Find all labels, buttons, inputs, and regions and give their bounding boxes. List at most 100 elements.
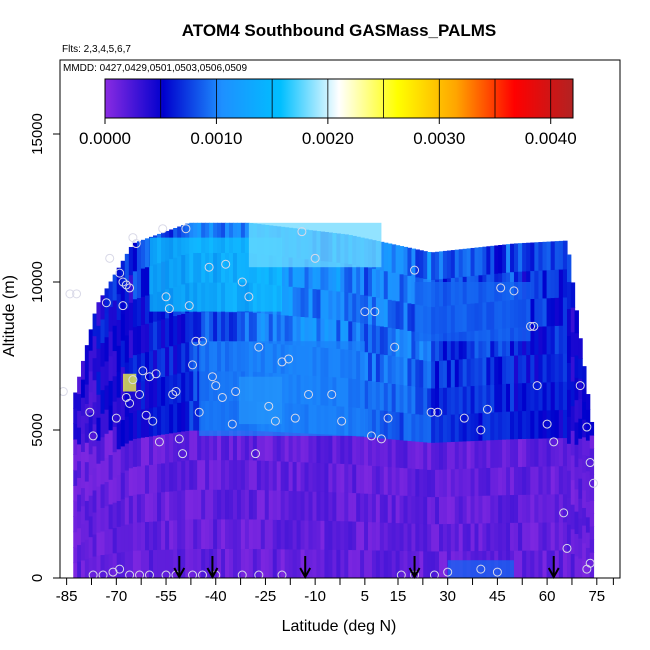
heatmap-cell [177, 490, 182, 521]
heatmap-cell [120, 287, 126, 315]
heatmap-cell [513, 438, 519, 468]
y-tick-label: 15000 [29, 113, 46, 155]
heatmap-cell [244, 311, 250, 342]
heatmap-cell [502, 439, 507, 468]
heatmap-cell [364, 266, 369, 296]
heatmap-cell [124, 253, 130, 282]
heatmap-cell [442, 332, 448, 361]
heatmap-cell [578, 378, 583, 399]
colorbar-tick-label: 0.0020 [302, 129, 354, 148]
heatmap-cell [570, 331, 576, 357]
heatmap-cell [554, 353, 560, 383]
heatmap-cell [100, 554, 106, 578]
sample-point [509, 286, 519, 296]
heatmap-cell [92, 511, 98, 535]
heatmap-cell [148, 407, 154, 437]
heatmap-cell [260, 430, 266, 461]
heatmap-cell [80, 397, 86, 416]
heatmap-cell [165, 317, 170, 348]
heatmap-cell [498, 439, 503, 468]
heatmap-cell [189, 459, 194, 490]
heatmap-cell [77, 427, 82, 445]
heatmap-cell [144, 351, 150, 381]
heatmap-cell [120, 498, 126, 526]
heatmap-cell [522, 242, 527, 272]
heatmap-cell [100, 413, 106, 438]
heatmap-cell [88, 515, 94, 538]
heatmap-cell [189, 400, 194, 431]
heatmap-cell [490, 328, 495, 358]
sample-point [101, 298, 111, 308]
heatmap-cell [407, 275, 413, 304]
heatmap-cell [100, 318, 106, 344]
heatmap-cell [435, 251, 440, 280]
heatmap-cell [550, 269, 556, 299]
heatmap-cell [185, 341, 190, 372]
sample-point [188, 570, 198, 578]
heatmap-cell [478, 522, 484, 552]
heatmap-cell [458, 468, 464, 497]
heatmap-cell [462, 468, 468, 497]
heatmap-cell [407, 522, 413, 552]
heatmap-cell [144, 521, 150, 551]
heatmap-cell [399, 439, 405, 468]
heatmap-cell [112, 426, 118, 453]
sample-point [191, 336, 201, 346]
heatmap-cell [462, 495, 468, 524]
heatmap-cell [391, 327, 397, 357]
heatmap-cell [522, 354, 527, 384]
heatmap-cell [344, 434, 349, 465]
heatmap-cell [391, 355, 397, 384]
heatmap-cell [419, 496, 424, 524]
heatmap-cell [478, 412, 484, 441]
sample-point [118, 277, 128, 287]
heatmap-cell [490, 522, 495, 551]
heatmap-cell [395, 356, 401, 385]
heatmap-cell [482, 357, 487, 386]
heatmap-cell [128, 522, 134, 552]
heatmap-cell [217, 489, 222, 520]
heatmap-cell [439, 469, 444, 497]
heatmap-cell [542, 493, 548, 523]
heatmap-cell [542, 241, 548, 271]
heatmap-cell [538, 522, 544, 551]
heatmap-cell [439, 251, 444, 280]
heatmap-cell [128, 274, 134, 303]
heatmap-cell [308, 520, 314, 550]
heatmap-cell [407, 302, 413, 331]
heatmap-cell [530, 550, 535, 578]
heatmap-cell [364, 493, 369, 523]
heatmap-cell [450, 441, 456, 470]
heatmap-cell [466, 413, 472, 442]
sample-point [492, 567, 502, 577]
heatmap-cell [415, 249, 420, 278]
heatmap-cell [304, 519, 310, 550]
heatmap-cell [169, 345, 174, 376]
heatmap-cell [324, 260, 330, 291]
heatmap-cell [419, 523, 424, 552]
sample-point [65, 289, 75, 299]
heatmap-cell [439, 550, 444, 578]
heatmap-cell [546, 521, 552, 551]
heatmap-cell [161, 318, 166, 349]
sample-point [154, 437, 164, 447]
heatmap-cell [558, 268, 564, 298]
heatmap-cell [116, 345, 122, 372]
heatmap-cell [582, 383, 587, 403]
heatmap-cell [582, 454, 587, 473]
heatmap-cell [112, 476, 118, 503]
heatmap-cell [320, 520, 326, 550]
heatmap-cell [296, 519, 302, 550]
heatmap-cell [415, 331, 420, 360]
heatmap-cell [486, 329, 491, 358]
heatmap-cell [462, 331, 468, 360]
heatmap-cell [284, 431, 290, 462]
heatmap-cell [498, 383, 503, 413]
heatmap-cell [439, 523, 444, 552]
heatmap-cell [446, 414, 452, 443]
heatmap-cell [100, 483, 106, 508]
heatmap-cell [526, 550, 531, 578]
heatmap-cell [177, 460, 182, 491]
heatmap-cell [221, 489, 226, 520]
heatmap-cell [177, 314, 182, 345]
